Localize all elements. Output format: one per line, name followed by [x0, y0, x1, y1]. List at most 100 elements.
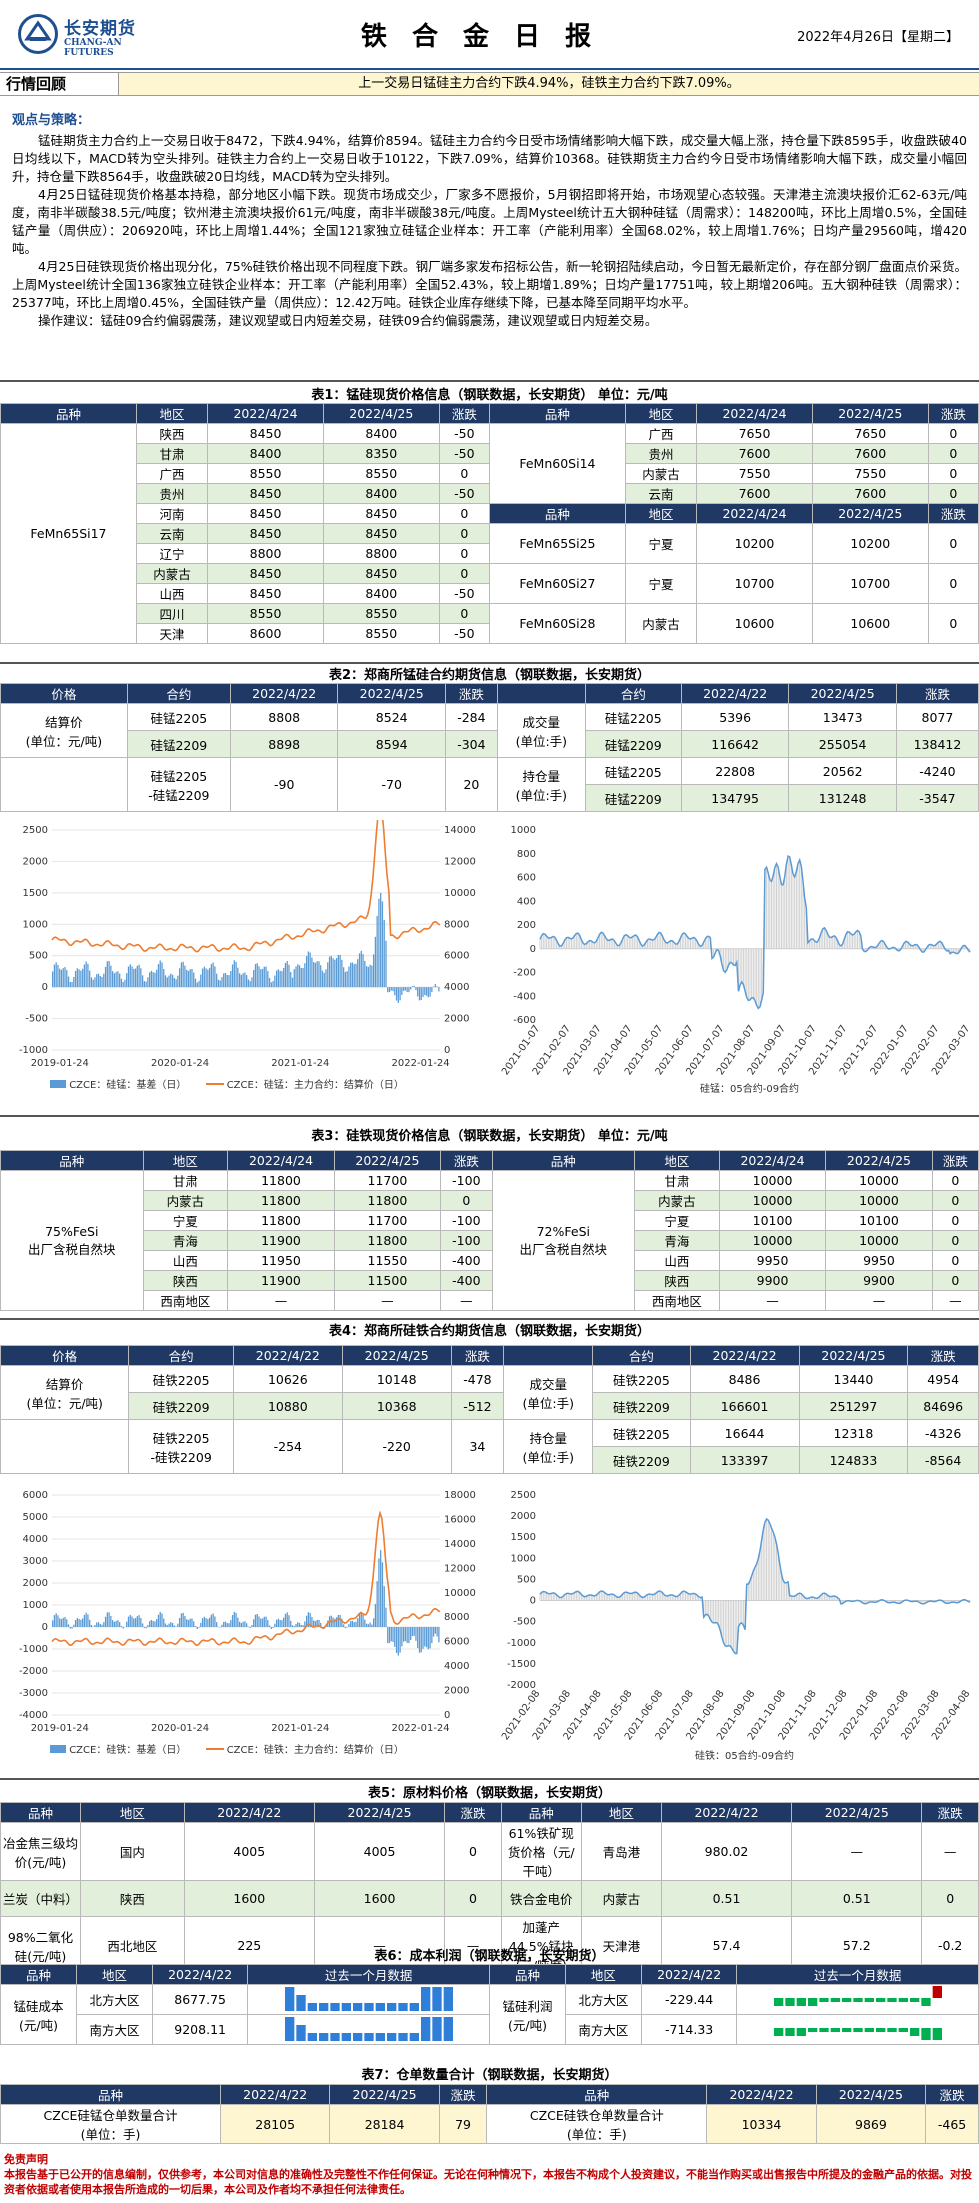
table2-mnsi-futures: 价格 合约 2022/4/22 2022/4/25 涨跌 合约 2022/4/22 2022/…	[0, 683, 979, 812]
spark-bar	[397, 2003, 408, 2011]
basis-bar	[355, 963, 357, 988]
basis-bar	[152, 972, 154, 988]
table-row: 四川 8550 8550 0 FeMn60Si28 内蒙古 10600 10600 0	[1, 603, 979, 644]
table-cell: 陕西	[135, 423, 209, 444]
basis-bar	[228, 975, 230, 988]
basis-bar	[251, 1625, 253, 1627]
basis-bar	[196, 1627, 198, 1630]
table1-mnsi-spot: 品种 地区 2022/4/24 2022/4/25 涨跌 品种 地区 2022/4/24 202…	[0, 403, 979, 644]
spark-bar	[898, 2028, 908, 2032]
basis-bar	[254, 1614, 257, 1627]
basis-bar	[180, 1613, 183, 1627]
basis-bar	[73, 1624, 75, 1627]
spark-bar	[329, 2003, 340, 2011]
basis-bar	[71, 982, 73, 988]
product-cell: FeMn65Si17	[0, 423, 137, 644]
basis-bar	[263, 966, 265, 988]
basis-bar	[380, 1550, 382, 1627]
divider	[0, 1318, 979, 1320]
basis-bar	[170, 1622, 172, 1627]
label: CZCE硅锰仓单数量合计	[43, 2108, 178, 2123]
table-header-cell: 2022/4/25	[313, 1802, 446, 1823]
spark-bar	[818, 1998, 829, 2002]
table-header-cell: 涨跌	[907, 1345, 979, 1366]
table-cell: 国内	[80, 1822, 185, 1881]
basis-bar	[97, 1622, 100, 1627]
basis-bar	[214, 1616, 216, 1627]
table-row: 内蒙古 11800 11800 0 内蒙古 10000 10000 0	[1, 1190, 979, 1211]
basis-bar	[297, 964, 299, 988]
basis-bar	[57, 1615, 59, 1627]
basis-bar	[298, 965, 301, 988]
table-cell: 陕西	[634, 1270, 720, 1291]
table-header-cell: 地区	[580, 1802, 662, 1823]
basis-bar	[108, 1612, 110, 1627]
basis-bar	[177, 975, 179, 988]
y-tick-label: -1000	[19, 1644, 48, 1655]
table-cell: 1600	[183, 1880, 315, 1917]
table-cell: 硅铁2205	[592, 1365, 691, 1393]
table-header-cell: 2022/4/25	[798, 1345, 909, 1366]
basis-bar	[168, 1623, 170, 1627]
basis-bar	[253, 1619, 255, 1627]
basis-bar	[193, 1621, 195, 1627]
table-cell: 0	[927, 443, 979, 464]
table-cell: —	[931, 1290, 979, 1311]
table7-warrants: 品种 2022/4/22 2022/4/25 涨跌 品种 2022/4/22 2022/4/…	[0, 2084, 979, 2144]
basis-bar	[108, 960, 110, 988]
basis-bar	[358, 953, 361, 988]
table-cell: 11700	[333, 1210, 442, 1231]
table-cell: -400	[440, 1270, 493, 1291]
basis-bar	[53, 1615, 56, 1627]
basis-bar	[302, 1625, 304, 1627]
basis-bar	[313, 1620, 315, 1627]
x-tick-label: 2022-01-24	[392, 1723, 450, 1734]
table-cell: 兰炭（中料）	[0, 1880, 81, 1917]
table-cell: 10000	[718, 1230, 827, 1251]
basis-bar	[320, 1622, 322, 1627]
table-header-cell: 品种	[0, 2084, 221, 2105]
table-cell: -100	[440, 1210, 493, 1231]
table-cell: 28105	[219, 2104, 331, 2144]
unit: (元/吨)	[507, 2017, 547, 2033]
table-cell: 0	[931, 1190, 979, 1211]
basis-bar	[339, 1614, 341, 1627]
table-header-cell: 2022/4/24	[207, 403, 324, 424]
table-cell: 10600	[811, 603, 929, 644]
table-cell: 10148	[341, 1365, 452, 1393]
label: CZCE硅铁仓单数量合计	[529, 2108, 664, 2123]
basis-bar	[219, 980, 221, 988]
basis-bar	[272, 981, 274, 988]
table-cell: 8400	[322, 423, 440, 444]
basis-bar	[201, 1618, 204, 1627]
y-tick-label: 4000	[23, 1534, 48, 1545]
basis-bar	[418, 1627, 421, 1653]
table-cell: 8450	[207, 503, 324, 524]
table-header-cell: 2022/4/22	[660, 1802, 793, 1823]
basis-bar	[283, 967, 285, 988]
spark-bar	[852, 1998, 863, 2002]
y-tick-label: 0	[530, 1596, 536, 1607]
basis-bar	[89, 1619, 91, 1627]
basis-bar	[295, 1623, 297, 1627]
table-cell: 青岛港	[580, 1822, 662, 1881]
table-cell: 8808	[229, 703, 339, 731]
table-cell: -465	[925, 2104, 979, 2144]
basis-bar	[270, 1627, 272, 1629]
basis-bar	[268, 1625, 271, 1627]
table-cell: 硅铁2209	[592, 1446, 691, 1474]
table-cell: -284	[444, 703, 498, 731]
cost-trend-cell	[247, 2014, 490, 2045]
table-cell: 8450	[322, 563, 440, 584]
basis-bar	[117, 1620, 119, 1627]
table7-caption: 表7：仓单数量合计（钢联数据，长安期货）	[361, 2068, 618, 2083]
table-header-cell: 2022/4/25	[811, 503, 929, 524]
y-tick-label: 2500	[511, 1490, 536, 1501]
spark-bar	[352, 2003, 362, 2011]
basis-bar	[314, 1621, 317, 1627]
chart-fesi-basis-legend: CZCE：硅铁：基差（日） CZCE：硅铁：主力合约：结算价（日）	[50, 1741, 404, 1756]
basis-bar	[277, 969, 280, 988]
basis-bar	[397, 1627, 399, 1656]
table-header-cell: 合约	[128, 1345, 234, 1366]
basis-bar	[362, 954, 364, 988]
